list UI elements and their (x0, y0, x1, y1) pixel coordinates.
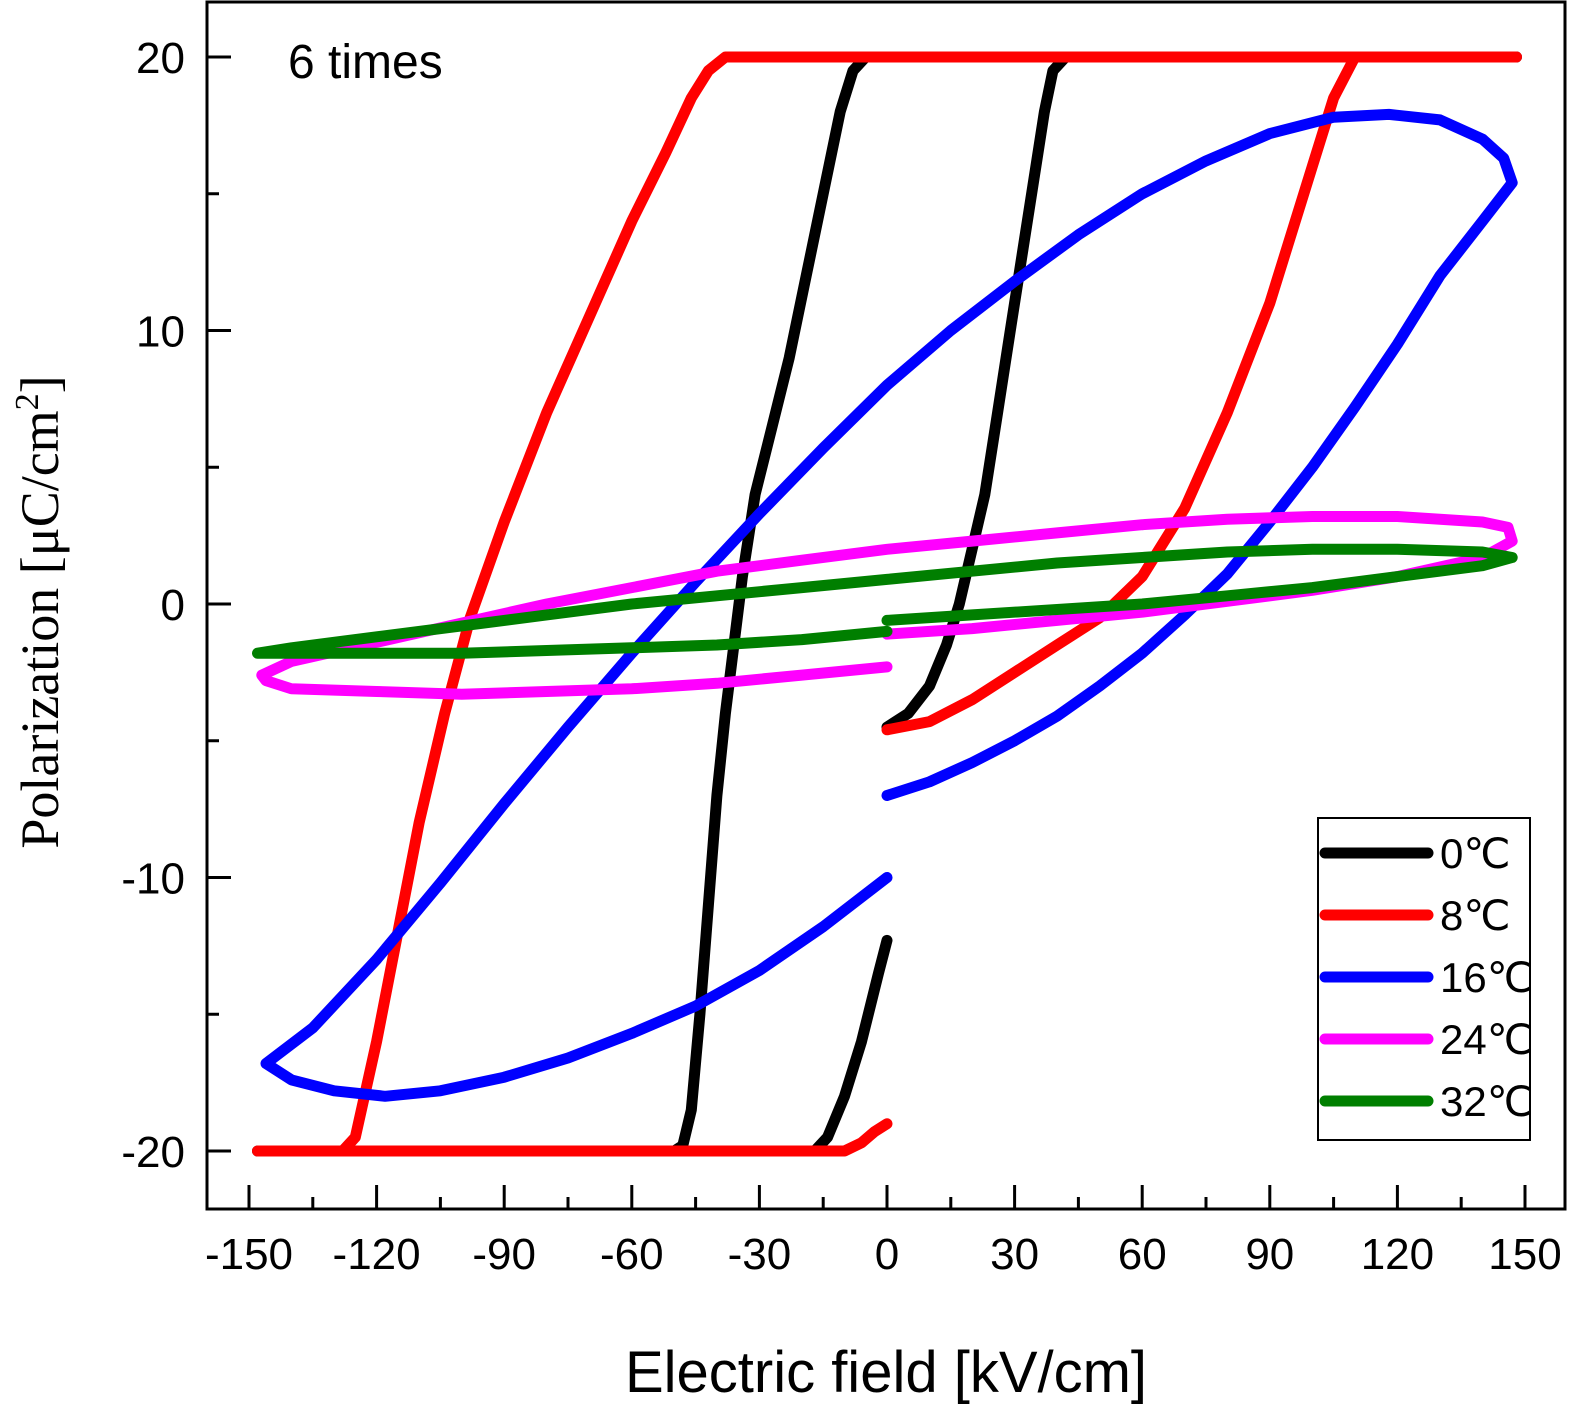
legend-items: 0℃ 8℃ 16℃ 24℃ 32℃ (1319, 830, 1534, 1125)
legend-label: 16℃ (1440, 954, 1534, 1001)
x-tick-label: -30 (728, 1230, 792, 1279)
x-tick-label: -60 (600, 1230, 664, 1279)
y-tick-label: 20 (136, 34, 185, 83)
x-tick-label: 30 (990, 1230, 1039, 1279)
x-tick-label: 90 (1245, 1230, 1294, 1279)
x-axis-title: Electric field [kV/cm] (625, 1340, 1147, 1405)
y-axis-title-main: Polarization [μC/cm (10, 410, 70, 848)
legend-label: 32℃ (1440, 1078, 1534, 1125)
x-tick-label: -150 (205, 1230, 293, 1279)
x-tick-label: -120 (333, 1230, 421, 1279)
y-axis-title-sup: 2 (9, 393, 46, 410)
series-line (252, 51, 1522, 1157)
chart-annotation: 6 times (288, 36, 443, 89)
series-line (256, 511, 1518, 700)
y-axis-title-end: ] (10, 375, 70, 393)
axis-ticks: -150 -120 -90 -60 -30 0 30 60 90 120 150 -20 -10 0 10 2… (121, 34, 1561, 1279)
legend: 0℃ 8℃ 16℃ 24℃ 32℃ (1317, 817, 1534, 1141)
series-line (260, 108, 1518, 1102)
legend-label: 24℃ (1440, 1016, 1534, 1063)
x-tick-label: 150 (1488, 1230, 1561, 1279)
x-tick-label: 0 (875, 1230, 899, 1279)
y-tick-label: -10 (121, 855, 185, 904)
legend-label: 0℃ (1440, 830, 1511, 877)
y-tick-label: 0 (161, 581, 185, 630)
x-tick-label: 120 (1361, 1230, 1434, 1279)
series-layer (252, 51, 1522, 1157)
series-line (252, 543, 1518, 659)
x-tick-label: -90 (472, 1230, 536, 1279)
legend-label: 8℃ (1440, 892, 1511, 939)
x-tick-label: 60 (1118, 1230, 1167, 1279)
y-tick-label: 10 (136, 308, 185, 357)
y-axis-title: Polarization [μC/cm2] (9, 375, 70, 848)
y-tick-label: -20 (121, 1128, 185, 1177)
